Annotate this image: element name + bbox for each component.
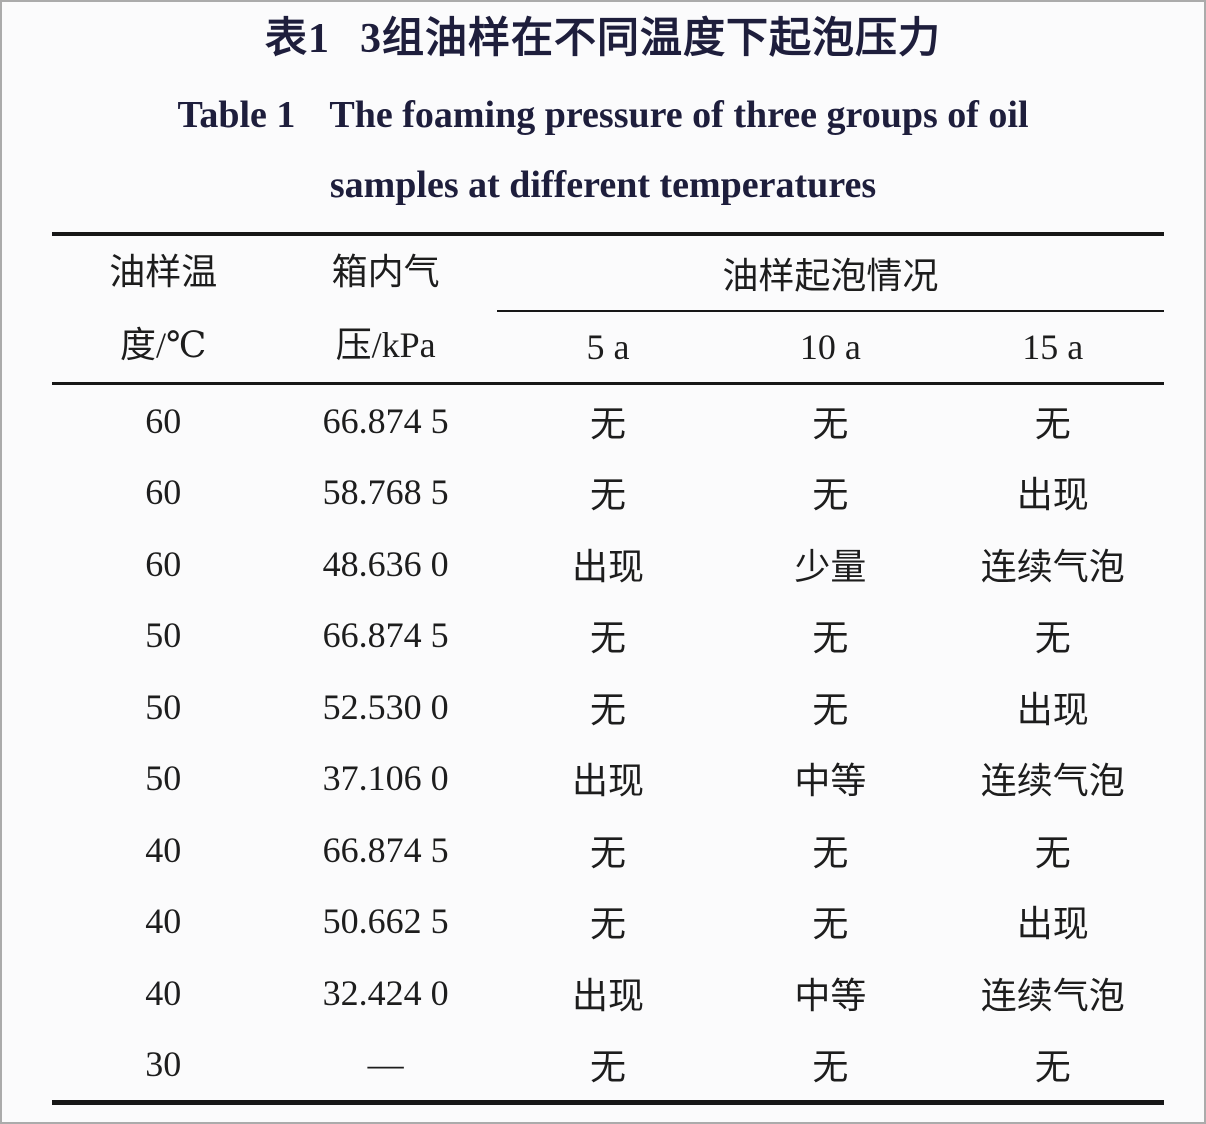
cell-foam-5a: 无 — [589, 618, 626, 659]
cell-foam-15a: 连续气泡 — [980, 761, 1125, 802]
cell-foam-5a: 无 — [589, 403, 626, 444]
cell-foam-15a: 无 — [1034, 832, 1071, 873]
cell-pressure: 58.768 5 — [322, 472, 449, 513]
cell-foam-5a: 无 — [589, 832, 626, 873]
cell-pressure: 32.424 0 — [322, 972, 449, 1013]
cell-foam-10a: 无 — [812, 618, 849, 659]
header-foaming-group: 油样起泡情况 — [496, 234, 1164, 312]
cell-temperature: 30 — [145, 1044, 182, 1085]
header-pressure-line1: 箱内气 — [331, 252, 440, 292]
data-table: 油样温 度/℃ 箱内气 压/kPa 油样起泡情况 5 a 10 a 15 a 6… — [52, 232, 1164, 1105]
cell-foam-5a: 无 — [589, 689, 626, 730]
cell-temperature: 40 — [145, 829, 182, 870]
cell-foam-15a: 出现 — [1016, 689, 1089, 730]
cell-temperature: 40 — [145, 972, 182, 1013]
cell-foam-10a: 中等 — [794, 761, 867, 802]
table-row: 50 37.106 0 出现 中等 连续气泡 — [52, 743, 1164, 815]
cell-foam-10a: 无 — [812, 1047, 849, 1088]
cell-foam-15a: 无 — [1034, 618, 1071, 659]
header-pressure: 箱内气 压/kPa — [274, 234, 496, 384]
table-row: 40 32.424 0 出现 中等 连续气泡 — [52, 957, 1164, 1029]
cell-pressure: 37.106 0 — [322, 758, 449, 799]
table-caption-zh-label: 表1 — [264, 16, 330, 62]
cell-foam-5a: 出现 — [571, 975, 644, 1016]
table-row: 50 66.874 5 无 无 无 — [52, 600, 1164, 672]
cell-temperature: 60 — [145, 543, 182, 584]
subheader-5a: 5 a — [586, 327, 630, 367]
header-temperature: 油样温 度/℃ — [52, 234, 274, 384]
table-body: 60 66.874 5 无 无 无 60 58.768 5 无 无 出现 60 … — [52, 384, 1164, 1103]
cell-foam-10a: 无 — [812, 832, 849, 873]
header-temperature-line1: 油样温 — [109, 252, 218, 292]
cell-pressure: 48.636 0 — [322, 543, 449, 584]
cell-pressure: — — [367, 1044, 404, 1085]
header-pressure-line2: 压/kPa — [335, 325, 436, 365]
cell-foam-10a: 无 — [812, 904, 849, 945]
cell-temperature: 60 — [145, 400, 182, 441]
cell-foam-10a: 无 — [812, 403, 849, 444]
table-caption-en-label: Table 1 — [177, 94, 296, 136]
cell-temperature: 60 — [145, 472, 182, 513]
cell-temperature: 50 — [145, 758, 182, 799]
cell-foam-10a: 中等 — [794, 975, 867, 1016]
table-header: 油样温 度/℃ 箱内气 压/kPa 油样起泡情况 5 a 10 a 15 a — [52, 234, 1164, 384]
table-row: 40 66.874 5 无 无 无 — [52, 814, 1164, 886]
header-row-2: 5 a 10 a 15 a — [52, 311, 1164, 384]
table-row: 50 52.530 0 无 无 出现 — [52, 671, 1164, 743]
table-caption-zh: 表1 3组油样在不同温度下起泡压力 — [2, 15, 1204, 63]
table-row: 60 66.874 5 无 无 无 — [52, 384, 1164, 457]
cell-foam-5a: 无 — [589, 1047, 626, 1088]
cell-foam-5a: 出现 — [571, 761, 644, 802]
table-row: 40 50.662 5 无 无 出现 — [52, 886, 1164, 958]
cell-temperature: 50 — [145, 686, 182, 727]
subheader-15a: 15 a — [1022, 327, 1084, 367]
table-row: 60 48.636 0 出现 少量 连续气泡 — [52, 528, 1164, 600]
cell-foam-10a: 无 — [812, 689, 849, 730]
table-row: 30 — 无 无 无 — [52, 1029, 1164, 1103]
cell-foam-5a: 无 — [589, 904, 626, 945]
header-row-1: 油样温 度/℃ 箱内气 压/kPa 油样起泡情况 — [52, 234, 1164, 365]
header-temperature-line2: 度/℃ — [120, 325, 207, 365]
cell-foam-5a: 出现 — [571, 546, 644, 587]
cell-pressure: 66.874 5 — [322, 829, 449, 870]
cell-pressure: 52.530 0 — [322, 686, 449, 727]
cell-foam-10a: 无 — [812, 475, 849, 516]
cell-foam-15a: 出现 — [1016, 475, 1089, 516]
subheader-10a: 10 a — [799, 327, 861, 367]
table-row: 60 58.768 5 无 无 出现 — [52, 457, 1164, 529]
cell-foam-15a: 连续气泡 — [980, 546, 1125, 587]
cell-temperature: 40 — [145, 901, 182, 942]
cell-temperature: 50 — [145, 615, 182, 656]
cell-pressure: 66.874 5 — [322, 615, 449, 656]
table-caption-en-line1: Table 1 The foaming pressure of three gro… — [2, 94, 1204, 138]
cell-foam-15a: 无 — [1034, 403, 1071, 444]
cell-foam-15a: 出现 — [1016, 904, 1089, 945]
table-caption-zh-title: 3组油样在不同温度下起泡压力 — [360, 16, 942, 62]
cell-pressure: 50.662 5 — [322, 901, 449, 942]
cell-foam-15a: 连续气泡 — [980, 975, 1125, 1016]
table-caption-en-line2: samples at different temperatures — [329, 164, 877, 206]
cell-foam-5a: 无 — [589, 475, 626, 516]
cell-pressure: 66.874 5 — [322, 400, 449, 441]
table-caption-en-title: The foaming pressure of three groups of … — [329, 94, 1029, 136]
cell-foam-15a: 无 — [1034, 1047, 1071, 1088]
cell-foam-10a: 少量 — [794, 546, 867, 587]
